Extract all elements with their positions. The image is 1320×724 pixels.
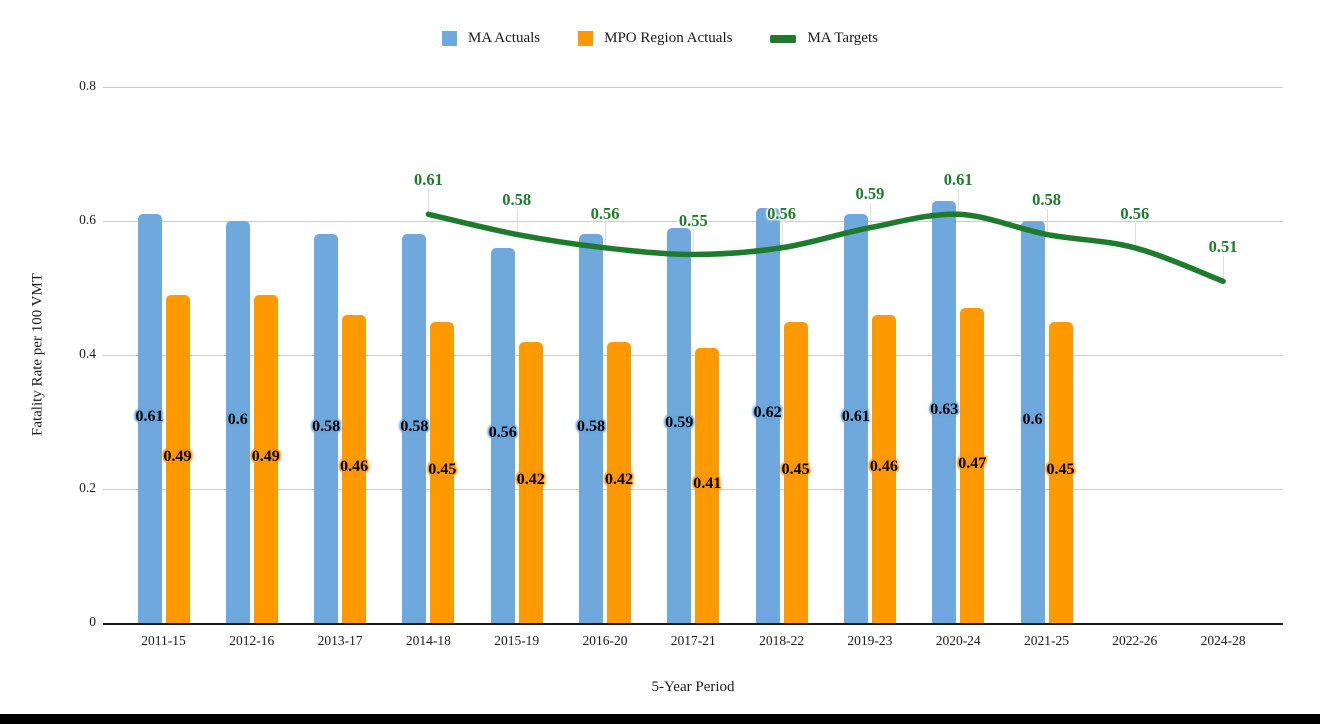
bar-value-label: 0.59 [665,414,694,432]
annotation-stem [693,229,695,254]
bar-value-label: 0.62 [753,404,782,422]
legend: MA Actuals MPO Region Actuals MA Targets [0,30,1320,47]
x-tick-label: 2016-20 [582,633,628,648]
bar-value-label: 0.61 [841,407,870,425]
bar [783,321,808,623]
y-tick-label: 0.4 [79,346,96,361]
legend-label: MA Targets [807,30,878,46]
bar-value-label: 0.46 [340,457,369,475]
bar-value-label: 0.45 [1046,461,1075,479]
annotation-stem [516,209,518,234]
legend-item-mpo-region-actuals: MPO Region Actuals [578,30,732,47]
target-value-label: 0.51 [1208,237,1238,257]
bar-value-label: 0.42 [516,471,545,489]
bar-value-label: 0.42 [605,471,633,489]
target-value-label: 0.58 [502,190,532,210]
bar-value-label: 0.61 [135,407,164,425]
target-value-label: 0.58 [1032,190,1061,210]
x-tick-label: 2011-15 [141,633,186,648]
target-value-label: 0.56 [590,203,620,223]
bar-value-label: 0.41 [693,474,722,492]
annotation-stem [1223,256,1225,281]
x-tick-label: 2014-18 [405,633,451,648]
y-gridline [103,488,1283,490]
bar [1048,321,1073,623]
bar [165,294,190,623]
x-tick-label: 2021-25 [1024,633,1069,648]
bar-value-label: 0.63 [930,400,959,418]
bar [871,314,896,623]
annotation-stem [428,189,430,214]
x-tick-label: 2015-19 [494,633,540,648]
bar [137,214,162,623]
y-tick-label: 0 [89,614,96,629]
x-axis-title: 5-Year Period [651,679,735,695]
target-value-label: 0.61 [943,170,973,190]
annotation-stem [958,189,960,214]
bar-value-label: 0.46 [869,457,898,475]
ma-actuals-swatch-icon [442,31,458,46]
bar-value-label: 0.58 [400,417,429,435]
x-tick-label: 2012-16 [229,633,275,648]
ma-targets-line-swatch-icon [770,34,797,43]
bar [225,221,250,623]
y-tick-label: 0.6 [79,212,96,227]
bar [607,341,631,623]
bar [518,341,543,623]
bar-value-label: 0.6 [227,411,248,428]
target-value-label: 0.61 [413,170,443,190]
bar-value-label: 0.58 [312,417,341,435]
annotation-stem [781,222,783,247]
legend-label: MA Actuals [468,30,541,46]
bottom-black-bar [0,714,1320,724]
x-tick-label: 2013-17 [317,633,363,648]
bar-value-label: 0.45 [428,461,457,479]
x-tick-label: 2018-22 [759,633,805,648]
bar [402,234,427,623]
x-tick-label: 2024-28 [1200,633,1246,648]
target-value-label: 0.59 [855,183,885,203]
bar-value-label: 0.49 [251,447,280,465]
target-value-label: 0.56 [1120,203,1150,223]
y-tick-label: 0.2 [79,480,96,495]
bar [342,314,367,623]
bar [314,234,339,623]
annotation-stem [605,222,606,247]
annotation-stem [869,202,871,227]
bar-value-label: 0.49 [163,447,192,465]
mpo-region-actuals-swatch-icon [578,31,594,46]
annotation-stem [1134,222,1136,247]
bar [253,294,278,623]
bar-value-label: 0.56 [488,424,517,442]
legend-item-ma-targets: MA Targets [770,30,878,47]
target-value-label: 0.55 [678,210,708,230]
y-tick-label: 0.8 [79,78,96,93]
x-tick-label: 2019-23 [847,633,893,648]
bar-value-label: 0.6 [1022,411,1043,428]
bar [667,227,692,623]
legend-label: MPO Region Actuals [604,30,733,46]
bar [960,308,985,623]
bar [430,321,455,623]
target-value-label: 0.56 [767,203,797,223]
x-axis-line [103,623,1283,625]
y-gridline [103,86,1283,88]
y-gridline [103,354,1283,356]
bar-value-label: 0.58 [577,417,605,435]
x-tick-label: 2022-26 [1112,633,1158,648]
x-tick-label: 2017-21 [670,633,716,648]
bar-value-label: 0.47 [958,454,987,472]
bar [1020,221,1045,623]
bar [695,348,720,623]
bar-value-label: 0.45 [781,461,810,479]
legend-item-ma-actuals: MA Actuals [442,30,540,47]
bar [579,234,603,623]
x-tick-label: 2020-24 [935,633,981,648]
bar [490,247,515,623]
annotation-stem [1046,209,1048,234]
